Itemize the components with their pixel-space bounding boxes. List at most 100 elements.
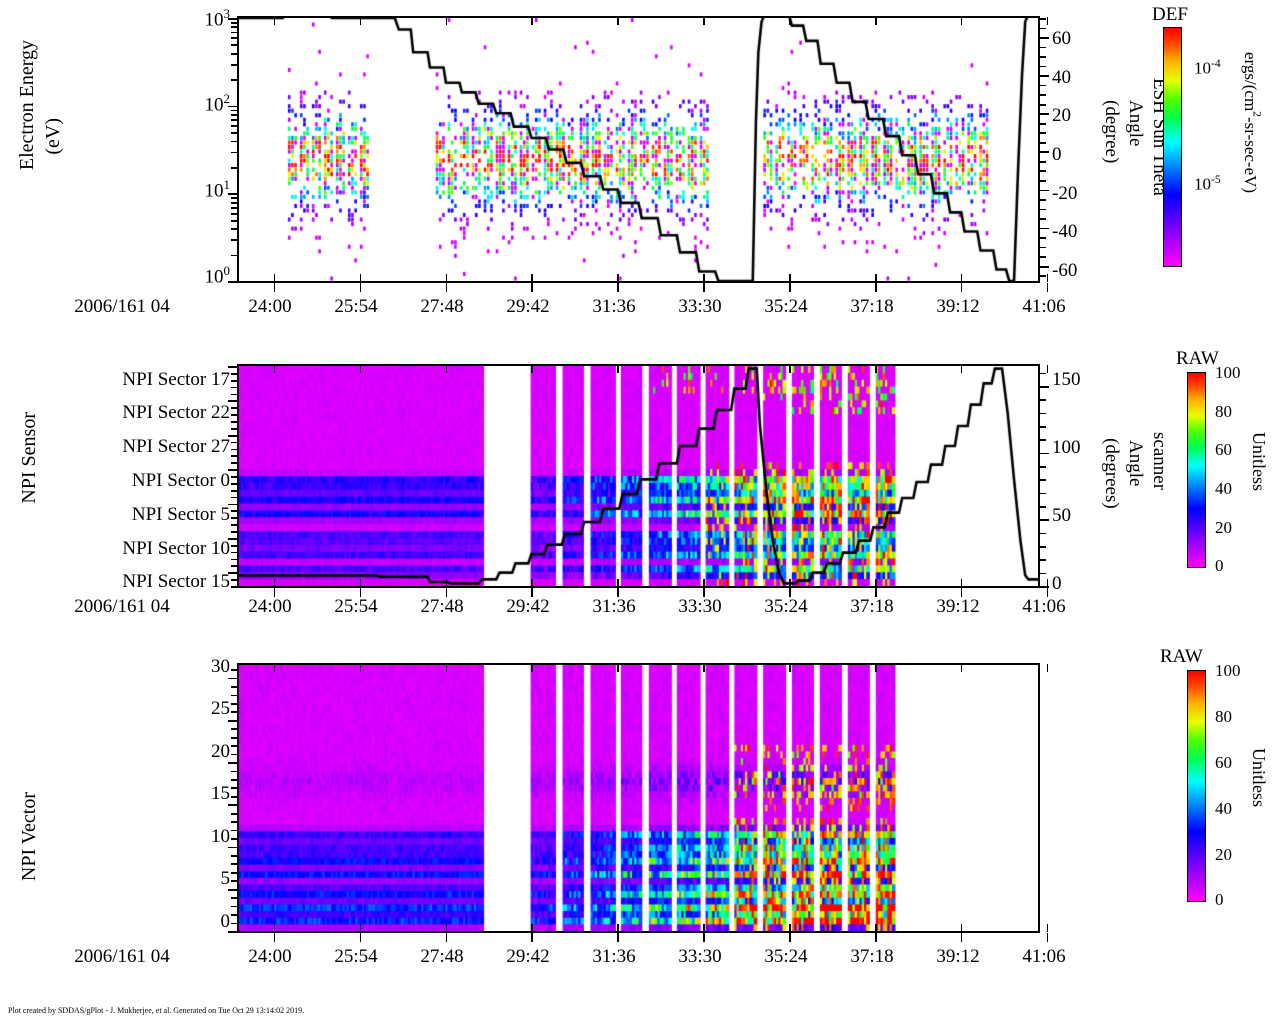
axis-tick (273, 588, 276, 597)
axis-tick (531, 365, 534, 373)
colorbar2-tick-0: 0 (1215, 556, 1224, 575)
axis-tick (789, 579, 791, 587)
axis-tick (231, 669, 237, 672)
axis-tick (231, 427, 237, 430)
panel2-xtick-4: 31:36 (592, 596, 636, 617)
axis-tick (231, 462, 237, 465)
axis-tick (231, 114, 237, 116)
axis-tick (1040, 103, 1046, 106)
axis-tick (703, 664, 705, 672)
panel1-right-tick-40: 40 (1052, 67, 1071, 88)
panel3-xtick-1: 25:54 (334, 946, 378, 967)
axis-tick (231, 393, 237, 396)
axis-tick (228, 281, 237, 283)
colorbar3-tick-20: 20 (1215, 845, 1232, 864)
colorbar3-tick-100: 100 (1215, 661, 1241, 680)
axis-tick (231, 753, 237, 756)
axis-tick (1040, 439, 1046, 442)
axis-tick (231, 821, 237, 824)
axis-tick (445, 579, 448, 587)
axis-tick (875, 588, 877, 597)
axis-tick (1046, 924, 1049, 932)
axis-tick (960, 17, 963, 25)
axis-tick (1046, 588, 1049, 597)
axis-tick (617, 664, 619, 672)
panel3-xtick-6: 35:24 (764, 946, 808, 967)
colorbar3-tick-60: 60 (1215, 753, 1232, 772)
axis-tick (231, 455, 237, 458)
axis-tick (789, 274, 791, 282)
axis-tick (231, 119, 237, 122)
axis-tick (703, 274, 705, 282)
axis-tick (273, 365, 276, 373)
colorbar3-tick-40: 40 (1215, 799, 1232, 818)
axis-tick (273, 274, 276, 282)
axis-tick (531, 664, 534, 672)
axis-tick (703, 924, 705, 932)
panel1-xtick-5: 33:30 (678, 296, 722, 317)
axis-tick (231, 372, 237, 375)
axis-tick (875, 365, 877, 373)
panel2-right-axis-label-angle: Angle (1125, 440, 1146, 487)
axis-tick (231, 880, 237, 883)
axis-tick (1040, 189, 1049, 192)
axis-tick (231, 905, 237, 908)
colorbar2-tick-20: 20 (1215, 518, 1232, 537)
panel1-ylabel-line1: Electron Energy (16, 40, 38, 171)
axis-tick (231, 914, 237, 916)
axis-tick (359, 17, 362, 25)
axis-tick (231, 795, 237, 798)
panel1-right-axis-label-degree: (degree) (1101, 100, 1122, 164)
panel1-right-tick-m40: -40 (1052, 221, 1078, 242)
axis-tick (228, 846, 237, 849)
panel2-xlabel-date: 2006/161 04 (74, 596, 170, 617)
axis-tick (960, 933, 963, 942)
panel2-xtick-8: 39:12 (936, 596, 980, 617)
axis-tick (228, 719, 237, 722)
panel3-ytick-15: 15 (211, 783, 230, 804)
axis-tick (789, 664, 791, 672)
axis-tick (789, 924, 791, 932)
panel3-plot-area (237, 663, 1040, 933)
axis-tick (531, 283, 534, 292)
axis-tick (228, 434, 237, 437)
axis-tick (228, 888, 237, 891)
axis-tick (231, 531, 237, 533)
axis-tick (531, 274, 534, 282)
axis-tick (231, 517, 237, 520)
axis-tick (703, 17, 705, 25)
axis-tick (231, 544, 237, 547)
axis-tick (1040, 227, 1049, 230)
axis-tick (703, 588, 705, 597)
axis-tick (1040, 37, 1049, 39)
panel2-ytick-s17: NPI Sector 17 (122, 369, 230, 390)
axis-tick (1040, 466, 1046, 468)
panel3-xlabel-date: 2006/161 04 (74, 946, 170, 967)
panel3-xtick-4: 31:36 (592, 946, 636, 967)
axis-tick (875, 933, 877, 942)
panel-npi-sensor: NPI Sensor NPI Sector 17 NPI Sector 22 N… (0, 340, 1280, 630)
axis-tick (231, 728, 237, 731)
axis-tick (1040, 27, 1046, 30)
panel3-xtick-9: 41:06 (1022, 946, 1066, 967)
axis-tick (531, 924, 534, 932)
axis-tick (445, 283, 448, 292)
colorbar1-title: DEF (1152, 4, 1188, 25)
axis-tick (531, 579, 534, 587)
axis-tick (445, 274, 448, 282)
axis-tick (228, 762, 237, 764)
axis-tick (231, 482, 237, 485)
axis-tick (359, 365, 362, 373)
axis-tick (1040, 94, 1046, 97)
axis-tick (273, 283, 276, 292)
axis-tick (231, 565, 237, 568)
axis-tick (231, 686, 237, 688)
axis-tick (231, 228, 237, 231)
axis-tick (231, 212, 237, 215)
axis-tick (231, 79, 237, 82)
panel1-ytick-10: 101 (204, 177, 230, 202)
panel3-xtick-8: 39:12 (936, 946, 980, 967)
panel-electron-energy: Electron Energy (eV) 103 102 101 100 60 … (0, 0, 1280, 340)
axis-tick (359, 588, 362, 597)
axis-tick (231, 132, 237, 134)
